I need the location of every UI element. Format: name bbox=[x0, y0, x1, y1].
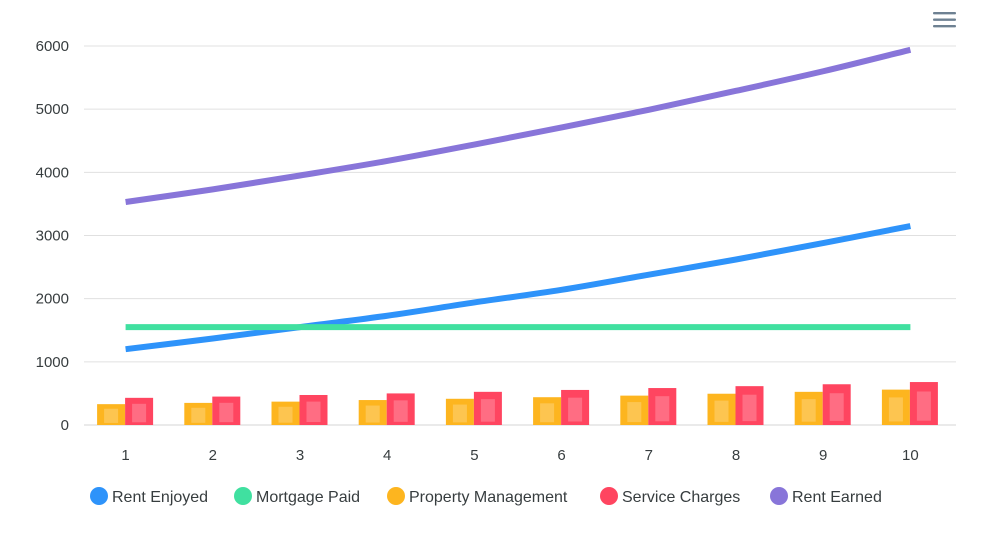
y-axis: 0 1000 2000 3000 4000 5000 6000 bbox=[36, 38, 69, 434]
legend-marker bbox=[387, 487, 405, 505]
bar-highlight bbox=[742, 394, 757, 422]
y-tick-label: 1000 bbox=[36, 354, 69, 371]
legend-item-service-charges[interactable]: Service Charges bbox=[600, 487, 740, 506]
bar-highlight bbox=[480, 399, 495, 422]
bar-property-management[interactable] bbox=[184, 402, 213, 425]
legend-item-rent-enjoyed[interactable]: Rent Enjoyed bbox=[90, 487, 208, 506]
bar-highlight bbox=[655, 396, 670, 422]
bar-property-management[interactable] bbox=[881, 389, 910, 425]
bar-service-charges[interactable] bbox=[822, 384, 851, 425]
x-tick-label: 5 bbox=[470, 447, 478, 464]
bar-highlight bbox=[714, 400, 729, 422]
legend-item-rent-earned[interactable]: Rent Earned bbox=[770, 487, 882, 506]
bar-service-charges[interactable] bbox=[386, 393, 415, 425]
legend-label: Service Charges bbox=[622, 489, 740, 506]
legend-label: Rent Enjoyed bbox=[112, 489, 208, 506]
line-rent-enjoyed[interactable] bbox=[125, 223, 911, 353]
bar-highlight bbox=[219, 402, 234, 423]
legend-label: Mortgage Paid bbox=[256, 489, 360, 506]
x-tick-label: 9 bbox=[819, 447, 827, 464]
y-tick-label: 2000 bbox=[36, 291, 69, 308]
legend-label: Rent Earned bbox=[792, 489, 882, 506]
bar-highlight bbox=[132, 403, 147, 423]
legend-item-mortgage-paid[interactable]: Mortgage Paid bbox=[234, 487, 360, 506]
legend-item-property-management[interactable]: Property Management bbox=[387, 487, 568, 506]
bar-property-management[interactable] bbox=[707, 393, 736, 425]
legend: Rent Enjoyed Mortgage Paid Property Manage… bbox=[90, 487, 882, 506]
line-rent-earned[interactable] bbox=[125, 46, 912, 205]
legend-marker bbox=[90, 487, 108, 505]
bar-service-charges[interactable] bbox=[125, 397, 154, 425]
bar-highlight bbox=[278, 406, 293, 423]
bar-service-charges[interactable] bbox=[212, 396, 241, 425]
bar-highlight bbox=[916, 391, 931, 421]
x-tick-label: 10 bbox=[902, 447, 919, 464]
bar-highlight bbox=[801, 399, 816, 422]
x-tick-label: 7 bbox=[645, 447, 653, 464]
bar-highlight bbox=[627, 402, 642, 423]
x-tick-label: 3 bbox=[296, 447, 304, 464]
bar-highlight bbox=[104, 408, 119, 423]
legend-label: Property Management bbox=[409, 489, 568, 506]
bar-service-charges[interactable] bbox=[299, 394, 328, 425]
bar-service-charges[interactable] bbox=[473, 391, 502, 425]
grid-layer bbox=[84, 45, 956, 426]
bar-service-charges[interactable] bbox=[561, 389, 590, 425]
bar-highlight bbox=[191, 407, 206, 423]
bar-property-management[interactable] bbox=[794, 391, 823, 425]
bar-highlight bbox=[540, 403, 555, 423]
x-tick-label: 4 bbox=[383, 447, 391, 464]
bar-property-management[interactable] bbox=[271, 401, 300, 425]
y-tick-label: 6000 bbox=[36, 38, 69, 55]
bar-highlight bbox=[888, 397, 903, 422]
x-tick-label: 2 bbox=[209, 447, 217, 464]
bar-highlight bbox=[393, 400, 408, 422]
bar-highlight bbox=[568, 397, 583, 422]
bar-service-charges[interactable] bbox=[909, 382, 938, 425]
y-tick-label: 5000 bbox=[36, 101, 69, 118]
bar-property-management[interactable] bbox=[620, 395, 649, 425]
y-tick-label: 4000 bbox=[36, 164, 69, 181]
bar-highlight bbox=[829, 393, 844, 421]
bar-highlight bbox=[306, 401, 321, 422]
x-tick-label: 1 bbox=[121, 447, 129, 464]
bar-property-management[interactable] bbox=[358, 400, 387, 425]
legend-marker bbox=[234, 487, 252, 505]
x-axis: 1 2 3 4 5 6 7 8 9 10 bbox=[84, 424, 956, 464]
line-layer bbox=[125, 46, 912, 353]
legend-marker bbox=[770, 487, 788, 505]
bar-property-management[interactable] bbox=[97, 404, 126, 425]
legend-marker bbox=[600, 487, 618, 505]
x-tick-label: 8 bbox=[732, 447, 740, 464]
y-tick-label: 3000 bbox=[36, 228, 69, 245]
hamburger-menu-icon bbox=[933, 12, 956, 28]
bar-highlight bbox=[452, 404, 467, 423]
y-tick-label: 0 bbox=[61, 417, 69, 434]
x-tick-label: 6 bbox=[557, 447, 565, 464]
bar-layer bbox=[97, 382, 938, 425]
bar-highlight bbox=[365, 405, 380, 423]
bar-service-charges[interactable] bbox=[648, 388, 677, 425]
menu-button[interactable] bbox=[929, 7, 961, 33]
bar-service-charges[interactable] bbox=[735, 386, 764, 425]
bar-property-management[interactable] bbox=[533, 397, 562, 425]
bar-property-management[interactable] bbox=[445, 398, 474, 425]
